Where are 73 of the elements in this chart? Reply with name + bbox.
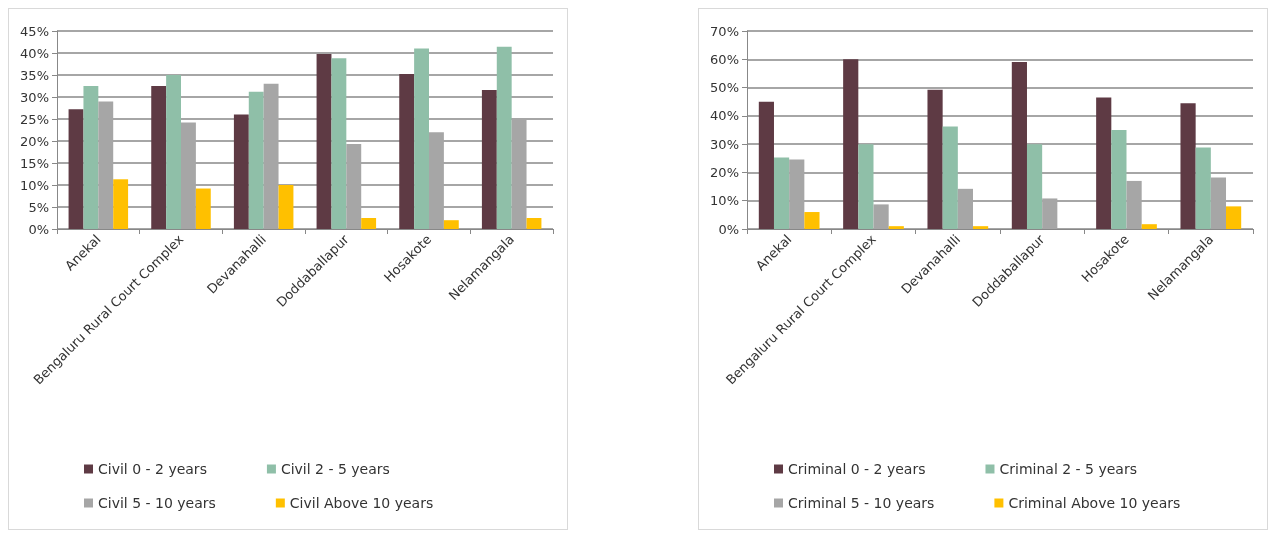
- legend-label: Criminal 5 - 10 years: [788, 495, 935, 511]
- y-tick-label: 45%: [20, 23, 49, 39]
- bar: [429, 132, 444, 229]
- bar: [789, 159, 805, 229]
- bar: [346, 144, 362, 229]
- bar: [773, 157, 790, 229]
- bar: [98, 101, 114, 229]
- y-tick-label: 10%: [20, 177, 49, 193]
- bar: [1042, 198, 1058, 229]
- bar: [496, 46, 512, 229]
- bar: [1210, 177, 1227, 229]
- y-tick-label: 5%: [28, 199, 49, 215]
- y-tick-label: 40%: [20, 45, 49, 61]
- y-tick-label: 30%: [20, 89, 49, 105]
- bar: [331, 58, 347, 229]
- bar: [151, 86, 167, 229]
- y-tick-label: 30%: [710, 136, 739, 152]
- bar: [973, 226, 989, 229]
- bar: [804, 212, 820, 229]
- bar: [1126, 180, 1142, 229]
- y-tick-label: 60%: [710, 51, 739, 67]
- bar: [481, 89, 497, 229]
- y-tick-label: 10%: [710, 193, 739, 209]
- legend-label: Criminal 0 - 2 years: [788, 461, 926, 477]
- bar: [843, 59, 859, 229]
- bar: [873, 204, 889, 229]
- y-tick-label: 20%: [710, 164, 739, 180]
- bar: [1011, 62, 1027, 229]
- bar: [263, 83, 279, 229]
- y-tick-label: 35%: [20, 67, 49, 83]
- bar: [166, 75, 181, 229]
- bar: [68, 109, 84, 229]
- bar: [1180, 103, 1196, 229]
- bar: [957, 188, 974, 229]
- y-tick-label: 40%: [710, 108, 739, 124]
- bar: [83, 86, 99, 229]
- legend-label: Civil Above 10 years: [289, 495, 434, 511]
- y-tick-label: 0%: [718, 221, 739, 237]
- bar: [113, 179, 129, 229]
- y-tick-label: 70%: [710, 23, 739, 39]
- y-tick-label: 50%: [710, 80, 739, 96]
- bar: [1026, 144, 1043, 229]
- bar: [927, 89, 943, 229]
- bar: [316, 53, 332, 229]
- y-tick-label: 15%: [20, 155, 49, 171]
- bar: [361, 218, 377, 229]
- bar: [858, 144, 874, 229]
- bar: [195, 188, 211, 229]
- bar: [1226, 206, 1242, 229]
- bar: [758, 101, 774, 229]
- legend-label: Civil 2 - 5 years: [280, 461, 390, 477]
- bar: [248, 91, 264, 229]
- bar: [278, 185, 294, 229]
- bar: [942, 126, 958, 229]
- bar: [399, 74, 415, 229]
- bar: [233, 114, 249, 229]
- bar: [1195, 147, 1211, 229]
- bar: [443, 220, 459, 229]
- legend-label: Civil 5 - 10 years: [98, 495, 216, 511]
- bar: [1111, 130, 1127, 229]
- bar: [511, 119, 527, 229]
- bar: [181, 122, 196, 229]
- bar: [414, 48, 429, 229]
- bar: [1096, 97, 1112, 229]
- legend-label: Civil 0 - 2 years: [98, 461, 207, 477]
- legend-label: Criminal 2 - 5 years: [999, 461, 1137, 477]
- bar: [1141, 224, 1157, 229]
- y-tick-label: 0%: [28, 221, 49, 237]
- bar: [526, 218, 542, 229]
- y-tick-label: 20%: [20, 133, 49, 149]
- y-tick-label: 25%: [20, 111, 49, 127]
- bar: [888, 226, 904, 229]
- legend-label: Criminal Above 10 years: [1008, 495, 1181, 511]
